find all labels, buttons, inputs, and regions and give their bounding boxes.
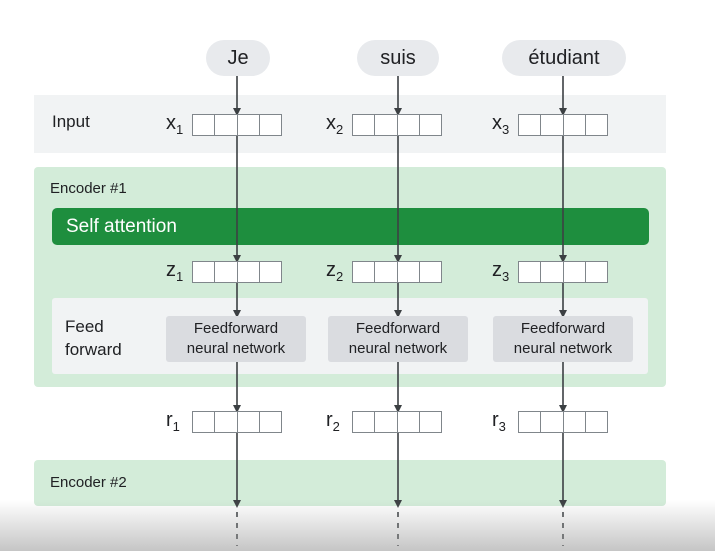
- vector-x2: [352, 114, 442, 136]
- vector-symbol: z: [166, 259, 176, 281]
- vector-r3: [518, 411, 608, 433]
- vector-subscript: 3: [498, 419, 506, 434]
- vector-subscript: 3: [502, 122, 510, 137]
- vector-r1: [192, 411, 282, 433]
- vector-x3: [518, 114, 608, 136]
- vector-subscript: 2: [336, 122, 344, 137]
- vector-z3: [518, 261, 608, 283]
- vector-label-r1: r1: [166, 409, 180, 434]
- ffn-line2: neural network: [186, 340, 286, 357]
- vector-symbol: r: [326, 409, 333, 431]
- vector-label-x3: x3: [492, 112, 509, 137]
- self-attention-bar: Self attention: [52, 208, 649, 245]
- feed-forward-label-line2: forward: [65, 340, 122, 359]
- encoder-2-label: Encoder #2: [50, 474, 127, 491]
- ffn-box-2: Feedforward neural network: [328, 316, 468, 362]
- vector-label-z1: z1: [166, 259, 183, 284]
- ffn-line2: neural network: [513, 340, 613, 357]
- ffn-line1: Feedforward: [520, 320, 606, 337]
- vector-symbol: r: [492, 409, 499, 431]
- vector-subscript: 1: [172, 419, 180, 434]
- vector-label-x2: x2: [326, 112, 343, 137]
- encoder-2-block: [34, 460, 666, 506]
- feed-forward-label: Feed forward: [65, 315, 122, 361]
- vector-symbol: r: [166, 409, 173, 431]
- ffn-line1: Feedforward: [355, 320, 441, 337]
- vector-label-z2: z2: [326, 259, 343, 284]
- ffn-box-1: Feedforward neural network: [166, 316, 306, 362]
- vector-subscript: 1: [176, 269, 184, 284]
- vector-subscript: 2: [332, 419, 340, 434]
- vector-r2: [352, 411, 442, 433]
- encoder-1-label: Encoder #1: [50, 180, 127, 197]
- ffn-box-3: Feedforward neural network: [493, 316, 633, 362]
- vector-symbol: x: [492, 112, 502, 134]
- token-suis: suis: [357, 40, 439, 76]
- vector-symbol: z: [326, 259, 336, 281]
- token-je: Je: [206, 40, 270, 76]
- vector-label-r2: r2: [326, 409, 340, 434]
- token-etudiant: étudiant: [502, 40, 626, 76]
- bottom-fade: [0, 500, 715, 551]
- vector-label-r3: r3: [492, 409, 506, 434]
- ffn-line1: Feedforward: [193, 320, 279, 337]
- vector-symbol: x: [326, 112, 336, 134]
- ffn-line2: neural network: [348, 340, 448, 357]
- vector-label-x1: x1: [166, 112, 183, 137]
- vector-subscript: 1: [176, 122, 184, 137]
- input-label: Input: [52, 112, 90, 131]
- vector-subscript: 3: [502, 269, 510, 284]
- vector-x1: [192, 114, 282, 136]
- vector-label-z3: z3: [492, 259, 509, 284]
- vector-z1: [192, 261, 282, 283]
- feed-forward-label-line1: Feed: [65, 317, 104, 336]
- vector-symbol: z: [492, 259, 502, 281]
- vector-z2: [352, 261, 442, 283]
- vector-symbol: x: [166, 112, 176, 134]
- vector-subscript: 2: [336, 269, 344, 284]
